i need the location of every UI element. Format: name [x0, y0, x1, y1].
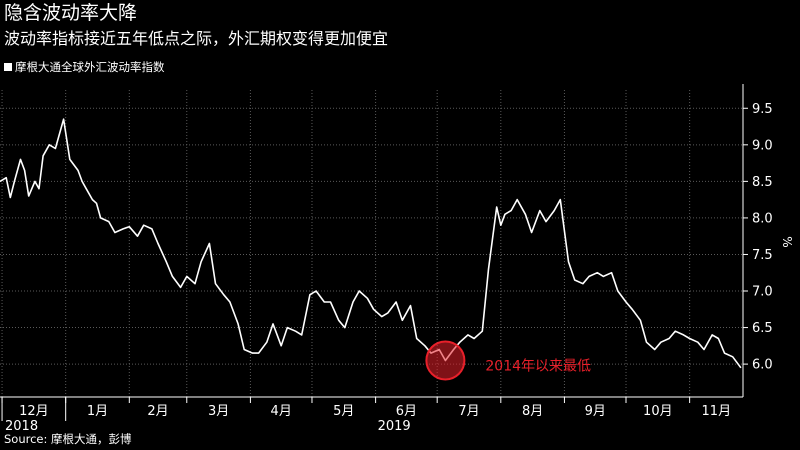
- x-axis: 12月 1月 2月 3月 4月 5月 6月 7月 8月 9月 10月 11月 2018 2019: [0, 396, 743, 434]
- x-tick-label: 4月: [271, 404, 292, 419]
- x-tick-label: 10月: [643, 404, 673, 419]
- legend: 摩根大通全球外汇波动率指数: [4, 59, 165, 75]
- year-label: 2018: [5, 419, 38, 434]
- legend-swatch: [4, 63, 12, 71]
- annotation-label: 2014年以来最低: [485, 358, 591, 374]
- y-tick-label: 6.0: [752, 358, 773, 373]
- y-axis: 9.5 9.0 8.5 8.0 7.5 7.0 6.5 6.0: [742, 84, 773, 397]
- legend-label: 摩根大通全球外汇波动率指数: [15, 60, 165, 74]
- y-axis-unit: %: [780, 236, 794, 247]
- x-tick-label: 11月: [702, 404, 732, 419]
- annotation-circle: [425, 340, 466, 381]
- x-tick-label: 9月: [585, 404, 606, 419]
- year-label: 2019: [378, 419, 411, 434]
- x-tick-label: 3月: [208, 404, 229, 419]
- series-line: [0, 118, 742, 369]
- x-tick-label: 7月: [458, 404, 479, 419]
- x-tick-label: 2月: [147, 404, 168, 419]
- annotation: 2014年以来最低: [425, 340, 591, 381]
- x-tick-label: 8月: [522, 404, 543, 419]
- grid: [0, 90, 743, 397]
- x-tick-label: 5月: [333, 404, 354, 419]
- source-note: Source: 摩根大通，彭博: [4, 432, 132, 446]
- y-tick-label: 7.5: [752, 248, 773, 263]
- y-tick-label: 9.5: [752, 102, 773, 117]
- x-tick-label: 6月: [396, 404, 417, 419]
- y-tick-label: 9.0: [752, 138, 773, 153]
- y-tick-label: 8.5: [752, 175, 773, 190]
- chart-subtitle: 波动率指标接近五年低点之际，外汇期权变得更加便宜: [4, 29, 389, 48]
- y-tick-label: 6.5: [752, 321, 773, 336]
- chart-title: 隐含波动率大降: [4, 2, 138, 24]
- x-tick-label: 12月: [19, 404, 49, 419]
- x-tick-label: 1月: [87, 404, 108, 419]
- y-tick-label: 8.0: [752, 211, 773, 226]
- y-tick-label: 7.0: [752, 285, 773, 300]
